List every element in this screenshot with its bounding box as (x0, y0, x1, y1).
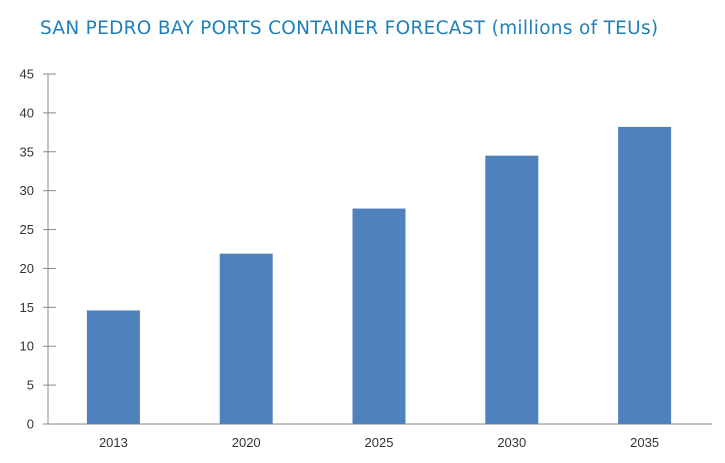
y-tick-label: 40 (20, 105, 34, 120)
x-tick-label: 2025 (365, 435, 394, 450)
x-tick-label: 2013 (99, 435, 128, 450)
x-tick-label: 2020 (232, 435, 261, 450)
y-tick-label: 0 (27, 417, 34, 432)
y-tick-label: 30 (20, 183, 34, 198)
y-tick-label: 5 (27, 378, 34, 393)
bar-2025 (352, 208, 406, 424)
bars-group (86, 126, 672, 424)
bar-2035 (618, 126, 672, 424)
bar-2030 (485, 155, 539, 424)
bar-2020 (219, 253, 273, 424)
bar-2013 (86, 310, 140, 424)
chart-title: SAN PEDRO BAY PORTS CONTAINER FORECAST (… (40, 18, 659, 39)
y-tick-label: 15 (20, 300, 34, 315)
y-tick-label: 10 (20, 339, 34, 354)
y-tick-label: 45 (20, 67, 34, 82)
y-tick-label: 25 (20, 222, 34, 237)
y-tick-label: 35 (20, 144, 34, 159)
x-tick-label: 2030 (497, 435, 526, 450)
y-tick-label: 20 (20, 261, 34, 276)
x-tick-label: 2035 (630, 435, 659, 450)
